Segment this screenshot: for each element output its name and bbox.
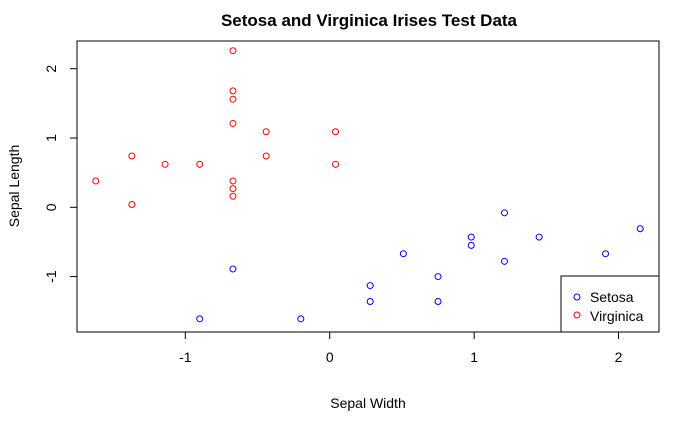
data-point-setosa [366, 282, 374, 290]
legend-box [560, 275, 660, 333]
y-axis-label: Sepal Length [6, 145, 22, 228]
data-point-virginica [229, 47, 237, 55]
y-tick-label: 2 [43, 65, 59, 73]
data-point-virginica [92, 177, 100, 185]
legend-marker-virginica [573, 311, 581, 319]
data-point-virginica [229, 185, 237, 193]
data-point-virginica [229, 95, 237, 103]
data-point-setosa [297, 315, 305, 323]
data-point-virginica [229, 119, 237, 127]
data-point-virginica [196, 160, 204, 168]
data-point-virginica [161, 160, 169, 168]
data-point-virginica [229, 177, 237, 185]
chart-title: Setosa and Virginica Irises Test Data [221, 11, 518, 30]
x-tick-label: 0 [326, 349, 334, 365]
legend-label-setosa: Setosa [590, 289, 634, 305]
data-point-setosa [434, 273, 442, 281]
data-point-setosa [434, 298, 442, 306]
data-point-setosa [500, 209, 508, 217]
data-point-setosa [196, 315, 204, 323]
data-point-setosa [535, 233, 543, 241]
legend: Setosa Virginica [560, 275, 660, 333]
data-point-virginica [229, 87, 237, 95]
data-point-setosa [636, 225, 644, 233]
data-point-setosa [229, 265, 237, 273]
data-point-setosa [467, 241, 475, 249]
data-points [92, 47, 644, 323]
y-tick-label: 0 [43, 203, 59, 211]
data-point-virginica [128, 152, 136, 160]
legend-label-virginica: Virginica [590, 308, 644, 324]
data-point-setosa [366, 298, 374, 306]
data-point-virginica [229, 192, 237, 200]
x-tick-label: 2 [615, 349, 623, 365]
data-point-virginica [262, 152, 270, 160]
x-axis-label: Sepal Width [330, 395, 405, 411]
data-point-setosa [602, 250, 610, 258]
data-point-virginica [332, 128, 340, 136]
data-point-setosa [500, 257, 508, 265]
legend-marker-setosa [573, 293, 581, 301]
data-point-setosa [467, 233, 475, 241]
x-tick-label: 1 [470, 349, 478, 365]
x-axis: -1 0 1 2 [179, 331, 623, 365]
data-point-virginica [332, 160, 340, 168]
data-point-virginica [262, 128, 270, 136]
x-tick-label: -1 [179, 349, 192, 365]
data-point-virginica [128, 201, 136, 209]
y-tick-label: -1 [43, 270, 59, 283]
y-tick-label: 1 [43, 134, 59, 142]
data-point-setosa [399, 250, 407, 258]
y-axis: -1 0 1 2 [43, 65, 78, 283]
